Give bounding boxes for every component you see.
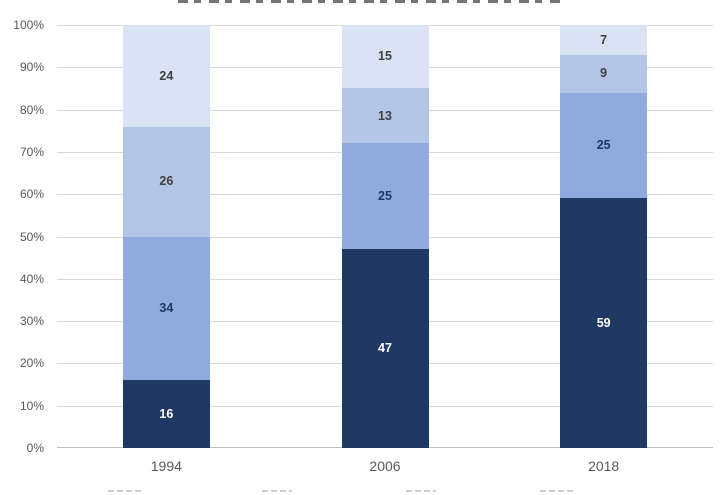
y-tick-label: 50% <box>19 229 44 244</box>
bar-segment-series-2: 25 <box>560 92 648 199</box>
bar-value-label: 24 <box>159 68 174 83</box>
bar-segment-series-3: 9 <box>560 54 648 93</box>
x-axis-label: 2006 <box>369 458 401 474</box>
bar-value-label: 7 <box>600 32 608 47</box>
bar-value-label: 34 <box>159 301 174 316</box>
bar-value-label: 25 <box>378 189 392 204</box>
bar-segment-series-3: 13 <box>341 88 429 144</box>
x-axis-label: 1994 <box>150 458 182 474</box>
clipped-legend-remnant <box>108 490 144 492</box>
bar-2006: 47 25 13 15 <box>341 25 429 448</box>
y-tick-label: 40% <box>19 271 44 286</box>
y-tick-label: 100% <box>13 18 44 32</box>
y-tick-label: 30% <box>19 314 44 329</box>
bar-value-label: 15 <box>378 49 392 64</box>
y-tick-label: 0% <box>26 441 44 455</box>
y-tick-label: 20% <box>19 356 44 371</box>
clipped-legend-remnant <box>540 490 576 492</box>
bar-value-label: 26 <box>159 174 174 189</box>
bar-segment-series-1-bottom: 59 <box>560 198 648 448</box>
bar-segment-series-1-bottom: 16 <box>122 380 210 448</box>
bar-value-label: 47 <box>378 341 392 356</box>
bar-segment-series-2: 34 <box>122 236 210 381</box>
x-axis-label: 2018 <box>588 458 620 474</box>
y-axis: 0% 10% 20% 30% 40% 50% 60% 70% 80% 90% 100% <box>0 18 46 455</box>
bar-segment-series-4-top: 15 <box>341 25 429 89</box>
bar-segment-series-4-top: 24 <box>122 25 210 127</box>
clipped-chart-title-remnant <box>178 0 562 3</box>
clipped-legend-remnant <box>262 490 292 492</box>
bar-value-label: 16 <box>159 406 174 421</box>
bar-value-label: 25 <box>596 138 611 153</box>
y-tick-label: 80% <box>19 102 44 117</box>
bar-value-label: 59 <box>596 315 611 330</box>
x-axis: 1994 2006 2018 <box>57 458 713 478</box>
y-tick-label: 90% <box>19 60 44 75</box>
y-tick-label: 10% <box>19 398 44 413</box>
plot-area: 16 34 26 24 47 25 13 15 59 25 9 7 <box>57 25 713 448</box>
bar-segment-series-2: 25 <box>341 143 429 250</box>
bar-value-label: 9 <box>600 66 608 81</box>
bar-segment-series-3: 26 <box>122 126 210 237</box>
bar-segment-series-4-top: 7 <box>560 25 648 55</box>
bar-value-label: 13 <box>378 108 392 123</box>
y-tick-label: 70% <box>19 144 44 159</box>
y-tick-label: 60% <box>19 187 44 202</box>
clipped-legend-remnant <box>406 490 436 492</box>
bar-1994: 16 34 26 24 <box>122 25 210 448</box>
bar-2018: 59 25 9 7 <box>560 25 648 448</box>
bar-segment-series-1-bottom: 47 <box>341 249 429 448</box>
